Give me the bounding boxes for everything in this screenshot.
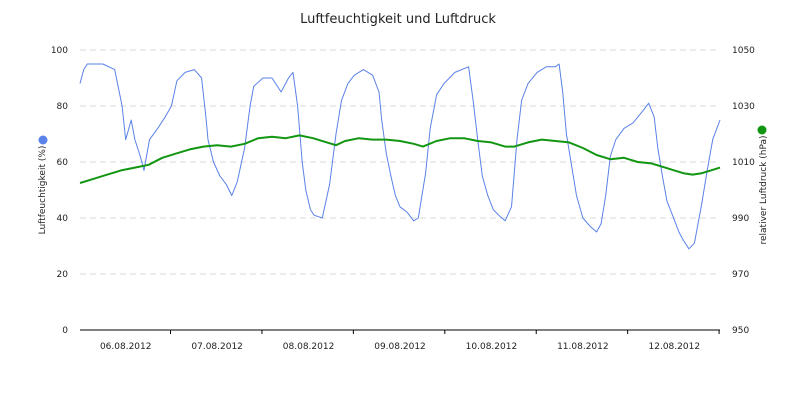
x-tick-label: 11.08.2012 bbox=[557, 342, 609, 352]
y-left-axis-label: Luftfeuchtigkeit (%) bbox=[38, 146, 48, 235]
x-tick-label: 08.08.2012 bbox=[283, 342, 335, 352]
y-right-tick-label: 1010 bbox=[732, 158, 755, 168]
y-right-axis-label: relativer Luftdruck (hPa) bbox=[759, 135, 769, 244]
y-left-tick-label: 0 bbox=[62, 326, 68, 336]
y-right-tick-label: 970 bbox=[732, 270, 749, 280]
left-y-ticks: 0 20 40 60 80 100 bbox=[51, 46, 68, 336]
humidity-series-line bbox=[79, 63, 721, 250]
x-tick-label: 07.08.2012 bbox=[191, 342, 243, 352]
y-right-tick-label: 1050 bbox=[732, 46, 755, 56]
y-right-tick-label: 990 bbox=[732, 214, 749, 224]
x-tick-label: 06.08.2012 bbox=[100, 342, 152, 352]
y-right-tick-label: 950 bbox=[732, 326, 749, 336]
grid-layer bbox=[80, 49, 720, 275]
humidity-legend-dot bbox=[38, 135, 48, 145]
y-left-tick-label: 80 bbox=[57, 102, 69, 112]
x-tick-label: 09.08.2012 bbox=[374, 342, 426, 352]
y-left-tick-label: 100 bbox=[51, 46, 68, 56]
y-left-tick-label: 20 bbox=[57, 270, 69, 280]
right-y-ticks: 950 970 990 1010 1030 1050 bbox=[732, 46, 755, 336]
y-left-tick-label: 40 bbox=[57, 214, 69, 224]
pressure-series-line bbox=[79, 134, 721, 184]
pressure-legend-dot bbox=[757, 125, 767, 135]
chart-title: Luftfeuchtigkeit und Luftdruck bbox=[300, 12, 496, 27]
x-axis-ticks: 06.08.2012 07.08.2012 08.08.2012 09.08.2012… bbox=[100, 330, 720, 352]
y-right-tick-label: 1030 bbox=[732, 102, 755, 112]
series-layer bbox=[79, 63, 721, 250]
x-tick-label: 10.08.2012 bbox=[466, 342, 518, 352]
y-left-tick-label: 60 bbox=[57, 158, 69, 168]
x-tick-label: 12.08.2012 bbox=[649, 342, 701, 352]
